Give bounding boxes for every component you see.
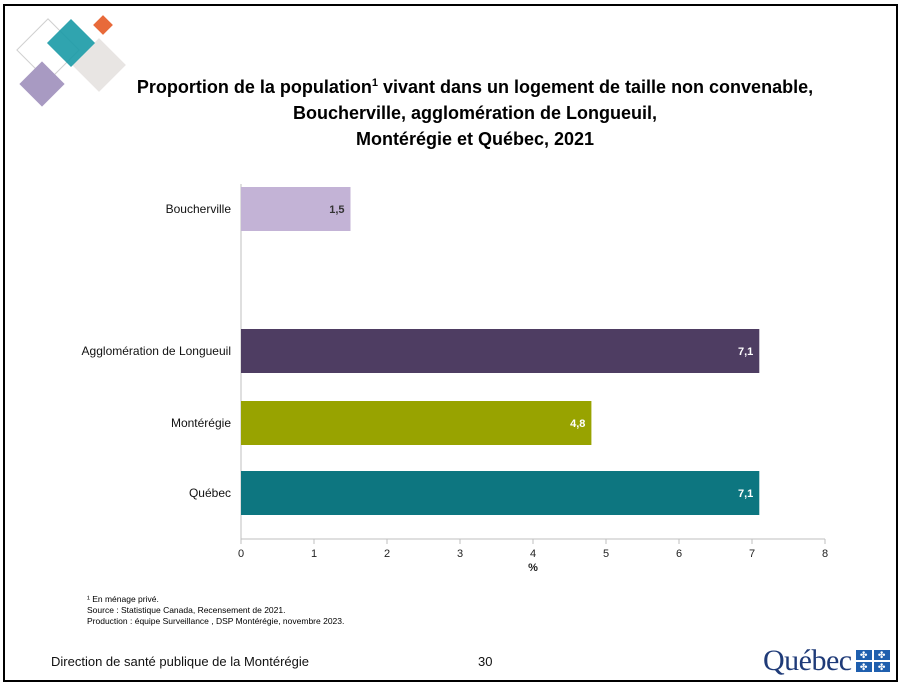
bar-value-label: 4,8 (570, 418, 585, 430)
bar-value-label: 7,1 (738, 346, 753, 358)
x-tick-label: 7 (749, 548, 755, 560)
bar-value-label: 7,1 (738, 488, 753, 500)
x-tick-label: 8 (822, 548, 828, 560)
page-number: 30 (478, 654, 493, 669)
title-line-1: Proportion de la population1 vivant dans… (136, 77, 814, 97)
quebec-logo: Québec ✤ ✤ ✤ ✤ (763, 646, 890, 676)
decorative-diamonds (16, 15, 126, 107)
bar (241, 401, 592, 445)
fleur-de-lis-flag-icon: ✤ ✤ ✤ ✤ (855, 650, 890, 672)
bar (241, 471, 760, 515)
footnote-source: Source : Statistique Canada, Recensement… (87, 605, 286, 615)
bar-value-label: 1,5 (329, 204, 344, 216)
bar (241, 187, 351, 231)
x-tick-label: 4 (530, 548, 536, 560)
title-line-3: Montérégie et Québec, 2021 (355, 129, 595, 149)
footnote-1: ¹ En ménage privé. (87, 594, 159, 604)
quebec-logo-text: Québec (763, 644, 852, 677)
x-tick-label: 2 (384, 548, 390, 560)
diamond-orange (93, 15, 113, 35)
x-tick-label: 5 (603, 548, 609, 560)
chart-title: Proportion de la population1 vivant dans… (105, 70, 845, 152)
category-label: Québec (189, 486, 231, 500)
bar (241, 329, 760, 373)
x-tick-label: 1 (311, 548, 317, 560)
category-label: Boucherville (166, 202, 232, 216)
title-line-2: Boucherville, agglomération de Longueuil… (292, 103, 658, 123)
slide: Proportion de la population1 vivant dans… (3, 4, 898, 682)
x-tick-label: 0 (238, 548, 244, 560)
category-label: Agglomération de Longueuil (82, 344, 231, 358)
x-tick-label: 6 (676, 548, 682, 560)
category-label: Montérégie (171, 416, 231, 430)
x-tick-label: 3 (457, 548, 463, 560)
footnotes: ¹ En ménage privé. Source : Statistique … (87, 594, 344, 627)
x-axis-label: % (528, 562, 538, 574)
diamond-purple (19, 61, 65, 107)
footnote-production: Production : équipe Surveillance , DSP M… (87, 616, 345, 626)
footer-organization: Direction de santé publique de la Montér… (51, 654, 310, 669)
